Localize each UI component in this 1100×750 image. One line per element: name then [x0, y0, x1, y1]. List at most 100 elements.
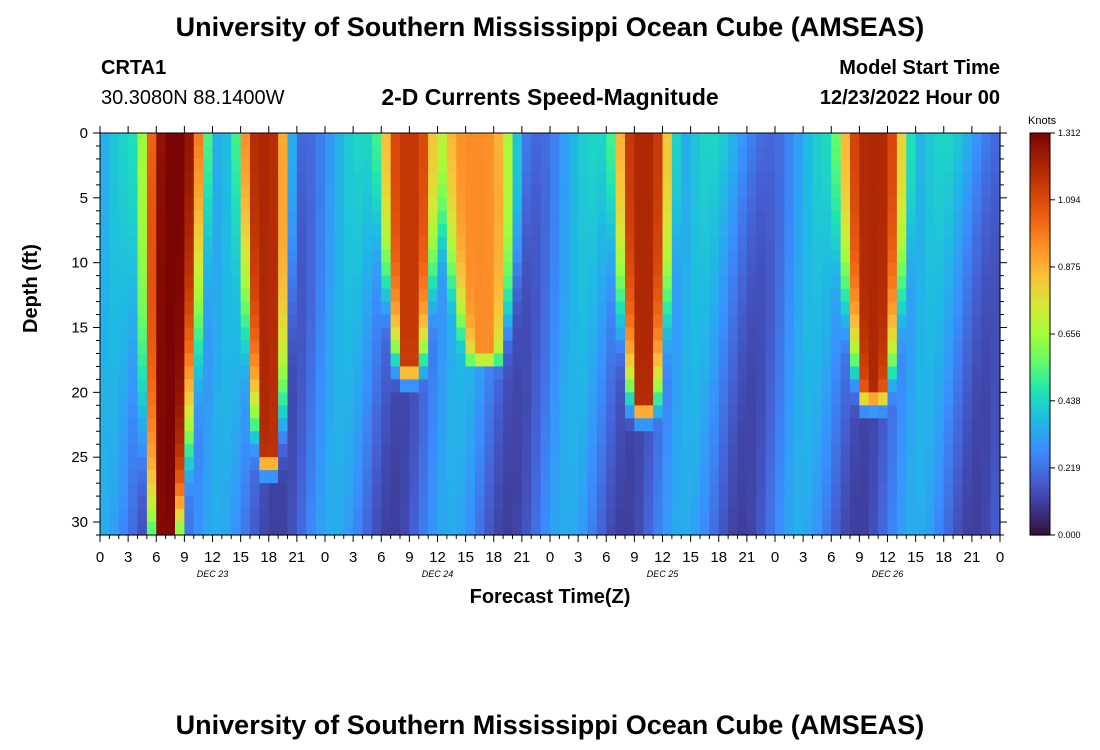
heatmap-cell [896, 340, 907, 355]
heatmap-cell [709, 470, 720, 484]
heatmap-cell [456, 340, 467, 355]
heatmap-cell [212, 301, 223, 316]
heatmap-cell [287, 262, 298, 277]
heatmap-cell [868, 418, 879, 432]
heatmap-cell [100, 509, 110, 523]
heatmap-cell [221, 288, 232, 303]
heatmap-cell [578, 392, 589, 406]
heatmap-cell [371, 197, 382, 212]
heatmap-cell [784, 509, 795, 523]
colorbar-segment [1030, 417, 1050, 422]
heatmap-cell [812, 340, 823, 355]
heatmap-cell [784, 366, 795, 380]
heatmap-cell [728, 444, 739, 458]
heatmap-cell [550, 210, 560, 225]
heatmap-cell [428, 327, 439, 342]
heatmap-cell [428, 314, 439, 329]
heatmap-cell [934, 470, 945, 484]
heatmap-cell [859, 470, 870, 484]
heatmap-cell [550, 133, 560, 147]
heatmap-cell [296, 509, 307, 523]
heatmap-cell [953, 301, 964, 316]
heatmap-cell [662, 133, 673, 147]
heatmap-cell [962, 431, 973, 445]
heatmap-cell [596, 158, 607, 173]
heatmap-cell [456, 470, 467, 484]
heatmap-cell [934, 223, 945, 238]
heatmap-cell [437, 184, 448, 199]
heatmap-cell [475, 470, 485, 484]
heatmap-cell [221, 145, 232, 160]
heatmap-cell [165, 509, 176, 523]
heatmap-cell [756, 457, 767, 471]
heatmap-cell [878, 496, 889, 510]
heatmap-cell [559, 301, 570, 316]
heatmap-cell [887, 314, 898, 329]
heatmap-cell [306, 262, 317, 277]
heatmap-cell [212, 210, 223, 225]
heatmap-cell [371, 418, 382, 432]
heatmap-cell [362, 197, 373, 212]
heatmap-cell [681, 171, 692, 186]
heatmap-cell [540, 483, 551, 497]
heatmap-cell [371, 301, 382, 316]
heatmap-cell [793, 431, 804, 445]
heatmap-cell [709, 249, 720, 264]
heatmap-cell [793, 470, 804, 484]
heatmap-cell [718, 353, 729, 368]
heatmap-cell [681, 483, 692, 497]
heatmap-cell [971, 145, 982, 160]
heatmap-cell [587, 223, 598, 238]
heatmap-cell [418, 340, 429, 355]
heatmap-cell [606, 353, 617, 368]
heatmap-cell [625, 522, 635, 536]
heatmap-cell [793, 275, 804, 290]
heatmap-cell [250, 133, 260, 147]
heatmap-cell [990, 379, 1001, 393]
heatmap-cell [259, 210, 270, 225]
heatmap-cell [268, 249, 279, 264]
heatmap-cell [109, 496, 120, 510]
heatmap-cell [728, 288, 739, 303]
heatmap-cell [484, 275, 495, 290]
heatmap-cell [821, 275, 832, 290]
heatmap-cell [371, 262, 382, 277]
heatmap-cell [493, 133, 504, 147]
heatmap-cell [203, 470, 214, 484]
heatmap-cell [287, 184, 298, 199]
heatmap-cell [287, 470, 298, 484]
heatmap-cell [175, 262, 185, 277]
heatmap-cell [681, 431, 692, 445]
heatmap-cell [962, 483, 973, 497]
heatmap-cell [793, 327, 804, 342]
heatmap-cell [587, 496, 598, 510]
heatmap-cell [718, 210, 729, 225]
heatmap-cell [812, 483, 823, 497]
heatmap-cell [521, 158, 532, 173]
heatmap-cell [128, 184, 139, 199]
heatmap-cell [981, 210, 992, 225]
heatmap-cell [390, 327, 401, 342]
heatmap-cell [990, 431, 1001, 445]
heatmap-cell [418, 158, 429, 173]
heatmap-cell [118, 522, 129, 536]
heatmap-cell [343, 405, 354, 419]
heatmap-cell [521, 353, 532, 368]
heatmap-cell [175, 509, 185, 523]
colorbar-segment [1030, 139, 1050, 144]
heatmap-cell [240, 301, 251, 316]
heatmap-cell [653, 444, 664, 458]
heatmap-cell [296, 236, 307, 251]
heatmap-cell [550, 171, 560, 186]
heatmap-cell [418, 223, 429, 238]
heatmap-cell [381, 210, 392, 225]
heatmap-cell [165, 457, 176, 471]
heatmap-cell [109, 379, 120, 393]
heatmap-cell [868, 197, 879, 212]
heatmap-cell [203, 210, 214, 225]
heatmap-cell [653, 210, 664, 225]
heatmap-cell [418, 405, 429, 419]
heatmap-cell [118, 483, 129, 497]
heatmap-cell [315, 210, 326, 225]
heatmap-cell [606, 133, 617, 147]
